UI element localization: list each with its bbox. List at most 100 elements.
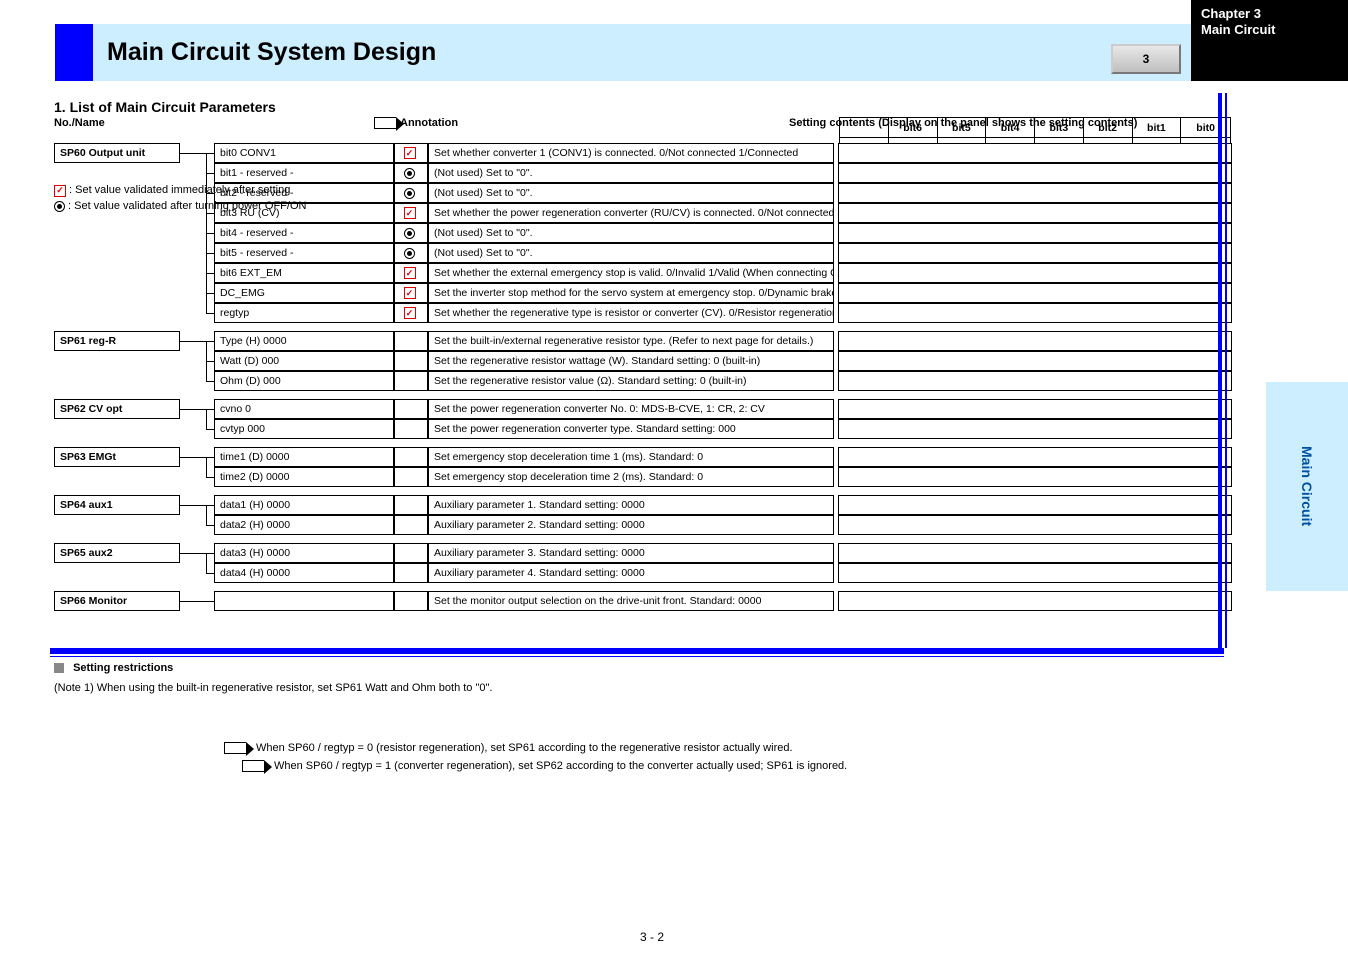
row-desc: Set the regenerative resistor value (Ω).… (428, 371, 834, 391)
chapter-tag: Chapter 3 Main Circuit (1191, 0, 1348, 81)
row-annotation (394, 351, 428, 371)
row-desc: (Not used) Set to "0". (428, 223, 834, 243)
row-sub: data4 (H) 0000 (214, 563, 394, 583)
row-desc: Set the regenerative resistor wattage (W… (428, 351, 834, 371)
row-desc: Auxiliary parameter 2. Standard setting:… (428, 515, 834, 535)
row-desc: Set whether the external emergency stop … (428, 263, 834, 283)
row-desc: Set emergency stop deceleration time 1 (… (428, 447, 834, 467)
row-right (838, 371, 1232, 391)
row-sub: Watt (D) 000 (214, 351, 394, 371)
arrow-icon (224, 742, 246, 754)
row-desc: Set the power regeneration converter No.… (428, 399, 834, 419)
row-sub: Type (H) 0000 (214, 331, 394, 351)
row-right (838, 183, 1232, 203)
legend: ✓: Set value validated immediately after… (54, 184, 306, 212)
row-desc: Set the monitor output selection on the … (428, 591, 834, 611)
row-sub: data2 (H) 0000 (214, 515, 394, 535)
right-border-thin (1225, 93, 1227, 648)
col-hdr-name: No./Name (54, 117, 105, 137)
row-annotation (394, 515, 428, 535)
row-annotation (394, 467, 428, 487)
row-right (838, 223, 1232, 243)
row-right (838, 283, 1232, 303)
bullet-icon (54, 663, 64, 673)
row-annotation: ✓ (394, 263, 428, 283)
chapter-tag-line2: Main Circuit (1201, 22, 1275, 38)
row-right (838, 591, 1232, 611)
group-root: SP61 reg-R (54, 331, 180, 351)
row-desc: (Not used) Set to "0". (428, 163, 834, 183)
notes-title: Setting restrictions (73, 662, 173, 674)
col-hdr-annotation: Annotation (374, 117, 458, 137)
row-desc: Auxiliary parameter 1. Standard setting:… (428, 495, 834, 515)
group-root: SP60 Output unit (54, 143, 180, 163)
row-sub: data3 (H) 0000 (214, 543, 394, 563)
group-root: SP65 aux2 (54, 543, 180, 563)
note-arrow1: When SP60 / regtyp = 0 (resistor regener… (256, 742, 793, 754)
row-annotation (394, 163, 428, 183)
row-sub: bit1 - reserved - (214, 163, 394, 183)
row-annotation (394, 495, 428, 515)
row-annotation (394, 447, 428, 467)
row-sub: cvno 0 (214, 399, 394, 419)
section-title: 1. List of Main Circuit Parameters (54, 99, 276, 115)
row-right (838, 263, 1232, 283)
row-annotation (394, 243, 428, 263)
row-annotation: ✓ (394, 203, 428, 223)
row-sub: Ohm (D) 000 (214, 371, 394, 391)
arrow-icon (242, 760, 264, 772)
row-annotation (394, 419, 428, 439)
row-annotation (394, 563, 428, 583)
row-right (838, 419, 1232, 439)
group-root: SP64 aux1 (54, 495, 180, 515)
row-right (838, 331, 1232, 351)
note-line1: (Note 1) When using the built-in regener… (54, 682, 847, 694)
row-right (838, 447, 1232, 467)
row-right (838, 563, 1232, 583)
note-arrow2: When SP60 / regtyp = 1 (converter regene… (274, 760, 847, 772)
row-desc: Set emergency stop deceleration time 2 (… (428, 467, 834, 487)
row-desc: Set whether converter 1 (CONV1) is conne… (428, 143, 834, 163)
row-right (838, 495, 1232, 515)
row-annotation (394, 543, 428, 563)
row-sub: bit0 CONV1 (214, 143, 394, 163)
chapter-side-bar (55, 24, 93, 81)
right-border (1218, 93, 1222, 648)
row-right (838, 163, 1232, 183)
row-annotation: ✓ (394, 303, 428, 323)
legend-check-text: : Set value validated immediately after … (69, 184, 290, 196)
row-right (838, 399, 1232, 419)
group-root: SP62 CV opt (54, 399, 180, 419)
row-sub: cvtyp 000 (214, 419, 394, 439)
row-annotation (394, 223, 428, 243)
check-icon: ✓ (54, 185, 66, 197)
row-annotation (394, 399, 428, 419)
row-right (838, 351, 1232, 371)
row-desc: Set the power regeneration converter typ… (428, 419, 834, 439)
row-sub (214, 591, 394, 611)
group-root: SP66 Monitor (54, 591, 180, 611)
row-sub: DC_EMG (214, 283, 394, 303)
row-right (838, 543, 1232, 563)
row-annotation: ✓ (394, 283, 428, 303)
row-annotation (394, 331, 428, 351)
page-number: 3 - 2 (640, 930, 664, 944)
row-right (838, 243, 1232, 263)
row-right (838, 143, 1232, 163)
row-desc: (Not used) Set to "0". (428, 243, 834, 263)
row-sub: time1 (D) 0000 (214, 447, 394, 467)
row-desc: (Not used) Set to "0". (428, 183, 834, 203)
row-sub: bit5 - reserved - (214, 243, 394, 263)
row-right (838, 303, 1232, 323)
divider-rule (50, 648, 1224, 654)
row-desc: Set whether the power regeneration conve… (428, 203, 834, 223)
chapter-number-badge: 3 (1111, 44, 1181, 74)
row-annotation: ✓ (394, 143, 428, 163)
row-annotation (394, 371, 428, 391)
row-sub: regtyp (214, 303, 394, 323)
row-desc: Set whether the regenerative type is res… (428, 303, 834, 323)
row-sub: time2 (D) 0000 (214, 467, 394, 487)
row-right (838, 203, 1232, 223)
row-sub: data1 (H) 0000 (214, 495, 394, 515)
row-right (838, 467, 1232, 487)
